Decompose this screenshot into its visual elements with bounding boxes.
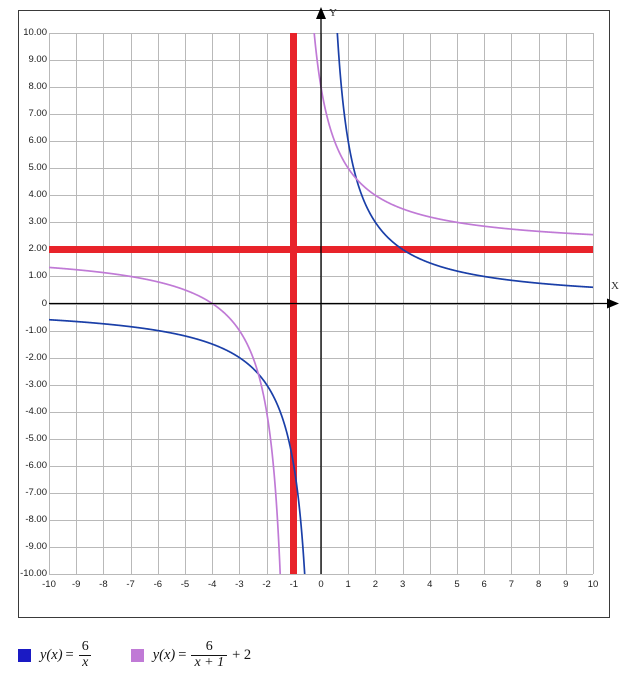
x-tick-label: 1 bbox=[345, 579, 351, 590]
x-tick-label: 4 bbox=[427, 579, 433, 590]
legend-equals: = bbox=[65, 646, 74, 663]
legend-numerator: 6 bbox=[81, 639, 89, 654]
legend-denominator: x + 1 bbox=[191, 654, 228, 671]
vertical-asymptote-line bbox=[290, 33, 298, 574]
legend-suffix: + 2 bbox=[232, 646, 252, 663]
legend-numerator: 6 bbox=[205, 639, 213, 654]
legend-item[interactable]: y(x) = 6 x + 1 + 2 bbox=[130, 639, 252, 671]
y-tick-label: -1.00 bbox=[25, 324, 47, 336]
y-tick-label: 7.00 bbox=[28, 108, 48, 120]
grid-line-horizontal bbox=[49, 168, 593, 170]
plot-area: X Y bbox=[49, 7, 619, 575]
x-tick-label: -4 bbox=[207, 579, 217, 590]
y-tick-label: -8.00 bbox=[25, 513, 47, 525]
y-tick-label: 9.00 bbox=[28, 54, 48, 66]
x-tick-label: -5 bbox=[180, 579, 190, 590]
x-tick-label: -7 bbox=[126, 579, 135, 590]
legend-fraction: 6 x + 1 bbox=[191, 639, 228, 671]
y-tick-label: -9.00 bbox=[25, 540, 47, 552]
grid-line-horizontal bbox=[49, 519, 593, 521]
x-tick-label: -6 bbox=[153, 579, 163, 590]
x-tick-label: 2 bbox=[372, 579, 379, 590]
y-tick-label: -6.00 bbox=[25, 459, 47, 471]
grid-line-horizontal bbox=[49, 574, 593, 575]
y-tick-label: -7.00 bbox=[25, 486, 47, 498]
y-tick-label: 2.00 bbox=[28, 243, 48, 255]
legend-formula: y(x) = 6 x + 1 + 2 bbox=[152, 639, 252, 671]
y-tick-label: 1.00 bbox=[28, 270, 48, 282]
legend-fraction: 6 x bbox=[79, 639, 92, 671]
horizontal-asymptote-line bbox=[49, 245, 593, 253]
grid-line-horizontal bbox=[49, 492, 593, 494]
legend-item[interactable]: y(x) = 6 x bbox=[18, 639, 97, 671]
x-tick-label: -9 bbox=[71, 579, 81, 590]
y-tick-label: 10.00 bbox=[23, 27, 47, 38]
grid-line-vertical bbox=[593, 33, 594, 574]
x-tick-label: -3 bbox=[235, 579, 244, 590]
graph-panel: X Y 10.00 9.00 8.00 7.00 6.00 5.00 4.00 3.00 2.0… bbox=[18, 7, 619, 618]
y-axis-arrow bbox=[316, 7, 326, 19]
x-tick-label: 10 bbox=[587, 579, 599, 590]
legend-formula: y(x) = 6 x bbox=[40, 639, 97, 671]
grid-line-horizontal bbox=[49, 303, 593, 305]
grid-line-horizontal bbox=[49, 276, 593, 278]
x-tick-label: -1 bbox=[289, 579, 299, 590]
y-tick-label: -4.00 bbox=[25, 405, 47, 417]
axes-layer bbox=[49, 7, 619, 574]
y-tick-label: 5.00 bbox=[28, 162, 48, 174]
y-tick-label: 6.00 bbox=[28, 135, 48, 147]
y-tick-label: 4.00 bbox=[28, 189, 48, 201]
grid-line-horizontal bbox=[49, 114, 593, 116]
y-axis-label: Y bbox=[329, 7, 337, 19]
curve-series-2 bbox=[49, 266, 282, 574]
y-tick-label: -2.00 bbox=[25, 351, 47, 363]
legend: y(x) = 6 x y(x) = 6 x + 1 + 2 bbox=[18, 639, 252, 671]
x-tick-label: 6 bbox=[481, 579, 487, 590]
y-tick-label: 0 bbox=[41, 297, 47, 309]
grid-line-horizontal bbox=[49, 384, 593, 386]
x-tick-label: 5 bbox=[454, 579, 460, 590]
x-tick-label: -10 bbox=[42, 579, 56, 590]
x-tick-label: 8 bbox=[535, 579, 542, 590]
grid-line-horizontal bbox=[49, 546, 593, 548]
grid-line-horizontal bbox=[49, 330, 593, 332]
grid-line-horizontal bbox=[49, 222, 593, 224]
legend-denominator: x bbox=[79, 654, 92, 671]
grid-line-horizontal bbox=[49, 411, 593, 413]
y-tick-label: -10.00 bbox=[20, 568, 47, 579]
legend-lhs: y(x) bbox=[40, 646, 63, 663]
x-tick-label: 7 bbox=[508, 579, 515, 590]
grid-line-horizontal bbox=[49, 60, 593, 62]
x-axis-label: X bbox=[611, 279, 619, 292]
x-tick-label: 0 bbox=[318, 579, 324, 590]
legend-lhs: y(x) bbox=[152, 646, 176, 663]
grid-line-horizontal bbox=[49, 33, 593, 34]
legend-swatch-icon bbox=[130, 648, 144, 662]
legend-equals: = bbox=[178, 646, 187, 663]
grid-line-horizontal bbox=[49, 87, 593, 89]
y-tick-label: -5.00 bbox=[25, 432, 47, 444]
x-tick-label: -8 bbox=[99, 579, 108, 590]
x-tick-label: -2 bbox=[262, 579, 271, 590]
grid-line-horizontal bbox=[49, 465, 593, 467]
y-tick-label: 8.00 bbox=[28, 81, 48, 93]
x-tick-label: 3 bbox=[399, 579, 406, 590]
x-axis-arrow bbox=[607, 298, 619, 309]
grid-line-horizontal bbox=[49, 357, 593, 359]
grid-line-horizontal bbox=[49, 438, 593, 440]
y-tick-label: 3.00 bbox=[28, 216, 48, 228]
y-tick-label: -3.00 bbox=[25, 378, 47, 390]
x-tick-label: 9 bbox=[563, 579, 569, 590]
legend-swatch-icon bbox=[18, 648, 31, 662]
grid-line-horizontal bbox=[49, 195, 593, 197]
grid-line-horizontal bbox=[49, 141, 593, 143]
